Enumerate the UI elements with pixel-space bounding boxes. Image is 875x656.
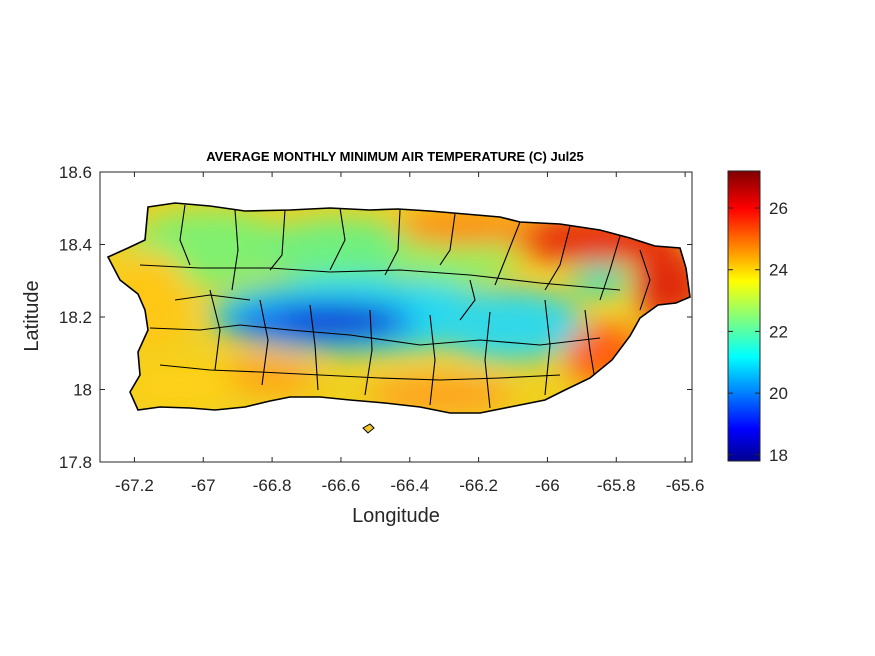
y-tick-label: 18.2 xyxy=(59,308,92,327)
x-tick-label: -66 xyxy=(535,476,560,495)
x-tick-label: -66.8 xyxy=(253,476,292,495)
map-title: AVERAGE MONTHLY MINIMUM AIR TEMPERATURE … xyxy=(206,149,584,164)
colorbar-tick-label: 26 xyxy=(769,199,788,218)
colorbar-tick-label: 18 xyxy=(769,446,788,465)
colorbar xyxy=(728,171,760,461)
x-axis-label: Longitude xyxy=(352,505,440,527)
y-tick-label: 18 xyxy=(73,381,92,400)
y-tick-label: 18.4 xyxy=(59,236,92,255)
y-tick-label: 18.6 xyxy=(59,163,92,182)
southwest-yellow-zone xyxy=(125,363,235,407)
x-tick-label: -67.2 xyxy=(115,476,154,495)
x-tick-label: -67 xyxy=(191,476,216,495)
colorbar-tick-label: 20 xyxy=(769,384,788,403)
x-tick-label: -65.8 xyxy=(597,476,636,495)
x-tick-label: -66.2 xyxy=(459,476,498,495)
x-tick-label: -65.6 xyxy=(666,476,705,495)
east-cyan-zone xyxy=(435,289,585,361)
central-dark-blue-zone xyxy=(280,306,400,334)
y-axis-label: Latitude xyxy=(21,280,43,351)
colorbar-tick-label: 22 xyxy=(769,322,788,341)
colorbar-tick-label: 24 xyxy=(769,261,788,280)
x-tick-label: -66.6 xyxy=(322,476,361,495)
east-cyan-patch xyxy=(570,264,630,296)
x-tick-label: -66.4 xyxy=(390,476,429,495)
southwest-orange-zone xyxy=(225,355,315,395)
y-tick-label: 17.8 xyxy=(59,453,92,472)
